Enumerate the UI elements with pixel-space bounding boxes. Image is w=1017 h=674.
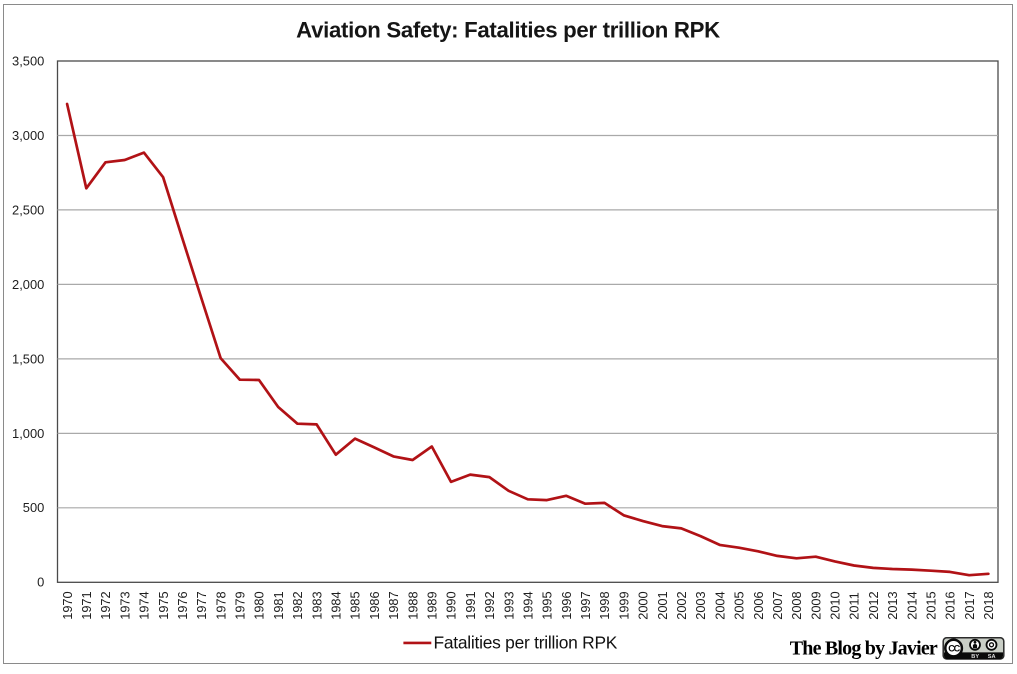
svg-text:SA: SA: [988, 654, 996, 660]
svg-text:2009: 2009: [808, 591, 823, 619]
svg-text:1972: 1972: [98, 591, 113, 619]
svg-text:2,000: 2,000: [12, 277, 44, 292]
svg-text:2002: 2002: [674, 591, 689, 619]
svg-text:1979: 1979: [233, 591, 248, 619]
svg-text:Fatalities per trillion RPK: Fatalities per trillion RPK: [434, 633, 618, 653]
svg-text:2,500: 2,500: [12, 202, 44, 217]
svg-text:2018: 2018: [981, 591, 996, 619]
svg-text:1,000: 1,000: [12, 426, 44, 441]
svg-text:1,500: 1,500: [12, 351, 44, 366]
svg-text:1997: 1997: [578, 591, 593, 619]
svg-text:2001: 2001: [655, 591, 670, 619]
svg-text:1977: 1977: [194, 591, 209, 619]
svg-text:1992: 1992: [482, 591, 497, 619]
svg-text:Aviation Safety: Fatalities pe: Aviation Safety: Fatalities per trillion…: [296, 18, 720, 43]
svg-text:1984: 1984: [329, 591, 344, 619]
svg-text:2015: 2015: [924, 591, 939, 619]
svg-text:2007: 2007: [770, 591, 785, 619]
svg-text:1971: 1971: [79, 591, 94, 619]
svg-text:2014: 2014: [904, 591, 919, 619]
svg-text:2004: 2004: [712, 591, 727, 619]
svg-text:1973: 1973: [117, 591, 132, 619]
svg-text:1987: 1987: [386, 591, 401, 619]
svg-text:3,000: 3,000: [12, 128, 44, 143]
svg-text:1988: 1988: [405, 591, 420, 619]
svg-text:500: 500: [23, 500, 45, 515]
svg-text:The Blog by Javier: The Blog by Javier: [790, 637, 938, 659]
svg-text:2011: 2011: [847, 592, 862, 620]
svg-text:2008: 2008: [789, 591, 804, 619]
svg-text:BY: BY: [971, 654, 979, 660]
svg-text:1982: 1982: [290, 591, 305, 619]
svg-text:1981: 1981: [271, 591, 286, 619]
svg-text:1970: 1970: [60, 591, 75, 619]
svg-text:2012: 2012: [866, 591, 881, 619]
svg-text:1994: 1994: [521, 591, 536, 619]
svg-text:1989: 1989: [425, 591, 440, 619]
svg-text:CC: CC: [948, 643, 960, 653]
svg-text:1995: 1995: [540, 591, 555, 619]
svg-text:1993: 1993: [501, 591, 516, 619]
svg-text:1999: 1999: [616, 591, 631, 619]
svg-text:2010: 2010: [828, 591, 843, 619]
svg-text:1976: 1976: [175, 591, 190, 619]
svg-text:1996: 1996: [559, 591, 574, 619]
svg-text:1975: 1975: [156, 591, 171, 619]
svg-text:1978: 1978: [213, 591, 228, 619]
svg-text:1985: 1985: [348, 591, 363, 619]
svg-text:1974: 1974: [137, 591, 152, 619]
svg-text:1991: 1991: [463, 591, 478, 619]
svg-text:2000: 2000: [636, 591, 651, 619]
svg-text:2017: 2017: [962, 591, 977, 619]
svg-text:1998: 1998: [597, 591, 612, 619]
svg-text:0: 0: [37, 575, 44, 590]
svg-text:2005: 2005: [732, 591, 747, 619]
svg-text:1986: 1986: [367, 591, 382, 619]
svg-text:2006: 2006: [751, 591, 766, 619]
svg-text:1980: 1980: [252, 591, 267, 619]
svg-text:1983: 1983: [309, 591, 324, 619]
svg-text:3,500: 3,500: [12, 53, 44, 68]
svg-text:1990: 1990: [444, 591, 459, 619]
svg-text:2003: 2003: [693, 591, 708, 619]
svg-text:2013: 2013: [885, 591, 900, 619]
svg-text:2016: 2016: [943, 591, 958, 619]
